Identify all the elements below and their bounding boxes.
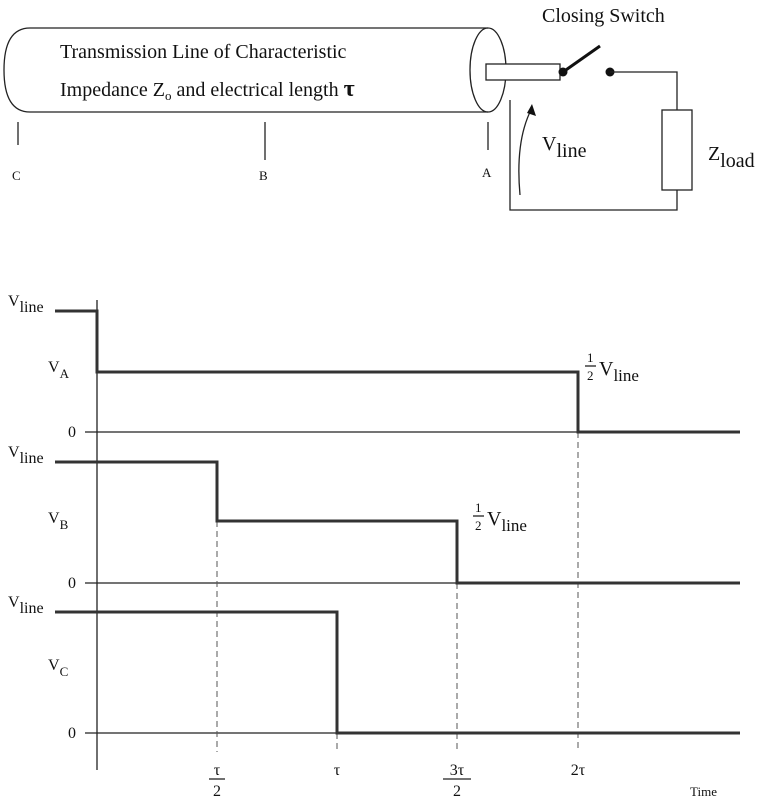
label: V <box>8 594 20 611</box>
subscript: line <box>20 600 44 617</box>
subscript: line <box>501 516 527 535</box>
point-label: C <box>12 168 21 183</box>
cable-body <box>3 27 488 113</box>
label: V <box>487 508 502 530</box>
label: V <box>48 657 60 674</box>
subscript: C <box>60 664 69 679</box>
switch-label: Closing Switch <box>542 5 665 27</box>
waveform-a <box>55 309 740 434</box>
level-label: Vline <box>8 444 44 467</box>
time-tick: 2τ <box>571 762 586 779</box>
subscript: A <box>60 366 70 381</box>
wire <box>509 71 678 211</box>
label: Z <box>708 143 720 165</box>
line-label-1: Transmission Line of Characteristic <box>60 41 347 63</box>
line-label-2: Impedance Zo and electrical length τ <box>60 76 355 103</box>
waveform-b <box>55 460 740 585</box>
z-load-label: Zload <box>708 143 755 172</box>
label: V <box>599 358 614 380</box>
time-tick-den: 2 <box>453 783 461 800</box>
subscript: o <box>165 88 172 103</box>
time-guide <box>216 432 579 752</box>
label: and electrical length <box>171 79 343 101</box>
tau: τ <box>344 76 355 102</box>
time-tick: τ <box>334 762 341 779</box>
half-label: Vline <box>599 358 639 385</box>
point-label: A <box>482 165 492 180</box>
point-label: B <box>259 168 268 183</box>
time-tick-num: τ <box>214 762 221 779</box>
half-label: Vline <box>487 508 527 535</box>
plot-name: VC <box>48 657 68 679</box>
level-label: Vline <box>8 293 44 316</box>
zero-label: 0 <box>68 725 76 742</box>
half-den: 2 <box>587 368 594 383</box>
label: V <box>8 444 20 461</box>
center-conductor <box>485 63 561 81</box>
level-label: Vline <box>8 594 44 617</box>
switch-lever <box>562 44 601 74</box>
time-tick-den: 2 <box>213 783 221 800</box>
subscript: line <box>20 299 44 316</box>
zero-label: 0 <box>68 575 76 592</box>
subscript: B <box>60 517 69 532</box>
half-den: 2 <box>475 518 482 533</box>
label: V <box>542 133 557 155</box>
zero-label: 0 <box>68 424 76 441</box>
plot-name: VA <box>48 359 70 381</box>
load-resistor <box>661 109 693 191</box>
subscript: line <box>20 450 44 467</box>
label: V <box>48 510 60 527</box>
time-tick-num: 3τ <box>450 762 465 779</box>
subscript: line <box>556 140 586 162</box>
subscript: load <box>720 150 754 172</box>
v-line-label: Vline <box>542 133 587 162</box>
time-label: Time <box>690 784 717 799</box>
label: V <box>48 359 60 376</box>
half-num: 1 <box>475 500 482 515</box>
half-num: 1 <box>587 350 594 365</box>
arrowhead <box>527 104 536 116</box>
subscript: line <box>613 366 639 385</box>
label: Impedance Z <box>60 79 165 101</box>
label: V <box>8 293 20 310</box>
voltage-arrow <box>518 107 533 196</box>
plot-name: VB <box>48 510 69 532</box>
waveform-c <box>55 610 740 735</box>
